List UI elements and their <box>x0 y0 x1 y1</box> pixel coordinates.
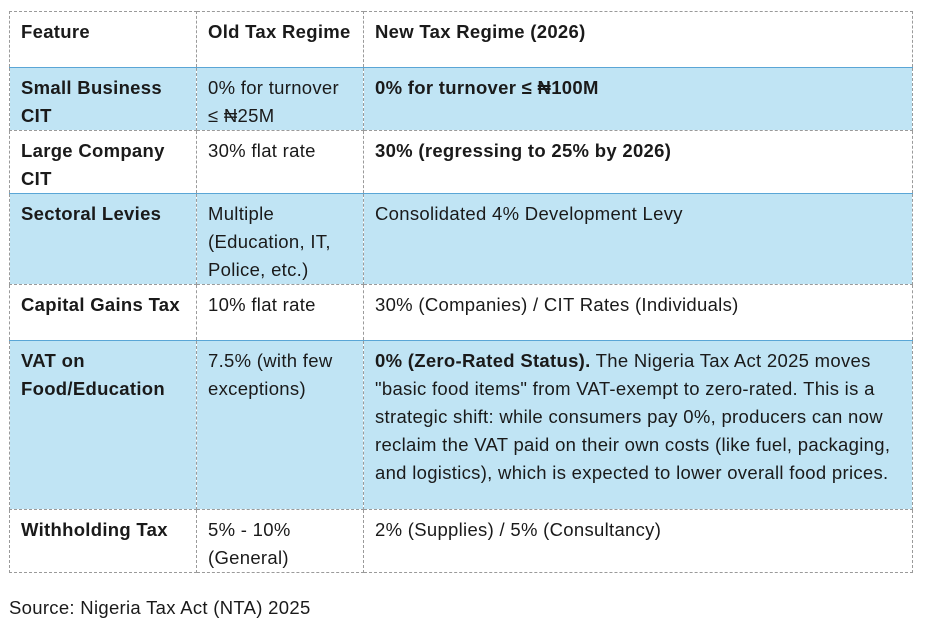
table-row: VAT on Food/Education 7.5% (with few exc… <box>9 340 913 510</box>
table-row: Capital Gains Tax 10% flat rate 30% (Com… <box>9 284 913 341</box>
old-regime-cell: 10% flat rate <box>196 284 364 341</box>
source-note: Source: Nigeria Tax Act (NTA) 2025 <box>9 597 311 618</box>
table-row: Small Business CIT 0% for turnover ≤ ₦25… <box>9 67 913 131</box>
old-regime-cell: 5% - 10% (General) <box>196 509 364 573</box>
header-row: Feature Old Tax Regime New Tax Regime (2… <box>9 11 913 68</box>
new-regime-cell: 2% (Supplies) / 5% (Consultancy) <box>363 509 913 573</box>
table-row: Large Company CIT 30% flat rate 30% (reg… <box>9 130 913 194</box>
feature-cell: Withholding Tax <box>9 509 197 573</box>
new-regime-cell: 0% (Zero-Rated Status). The Nigeria Tax … <box>363 340 913 510</box>
new-regime-bold: 30% (regressing to 25% by 2026) <box>375 140 672 161</box>
new-regime-cell: 30% (regressing to 25% by 2026) <box>363 130 913 194</box>
feature-cell: Small Business CIT <box>9 67 197 131</box>
old-regime-cell: Multiple (Education, IT, Police, etc.) <box>196 193 364 285</box>
feature-cell: Large Company CIT <box>9 130 197 194</box>
new-regime-cell: 30% (Companies) / CIT Rates (Individuals… <box>363 284 913 341</box>
new-regime-bold: 0% (Zero-Rated Status). <box>375 350 591 371</box>
header-feature: Feature <box>9 11 197 68</box>
new-regime-bold: 0% for turnover ≤ ₦100M <box>375 77 599 98</box>
table-row: Withholding Tax 5% - 10% (General) 2% (S… <box>9 509 913 573</box>
new-regime-text: The Nigeria Tax Act 2025 moves "basic fo… <box>375 350 891 483</box>
header-old-regime: Old Tax Regime <box>196 11 364 68</box>
feature-cell: Capital Gains Tax <box>9 284 197 341</box>
old-regime-cell: 0% for turnover ≤ ₦25M <box>196 67 364 131</box>
new-regime-cell: Consolidated 4% Development Levy <box>363 193 913 285</box>
old-regime-cell: 30% flat rate <box>196 130 364 194</box>
feature-cell: Sectoral Levies <box>9 193 197 285</box>
tax-comparison-table: Feature Old Tax Regime New Tax Regime (2… <box>9 11 913 573</box>
new-regime-cell: 0% for turnover ≤ ₦100M <box>363 67 913 131</box>
table-row: Sectoral Levies Multiple (Education, IT,… <box>9 193 913 285</box>
old-regime-cell: 7.5% (with few exceptions) <box>196 340 364 510</box>
header-new-regime: New Tax Regime (2026) <box>363 11 913 68</box>
feature-cell: VAT on Food/Education <box>9 340 197 510</box>
